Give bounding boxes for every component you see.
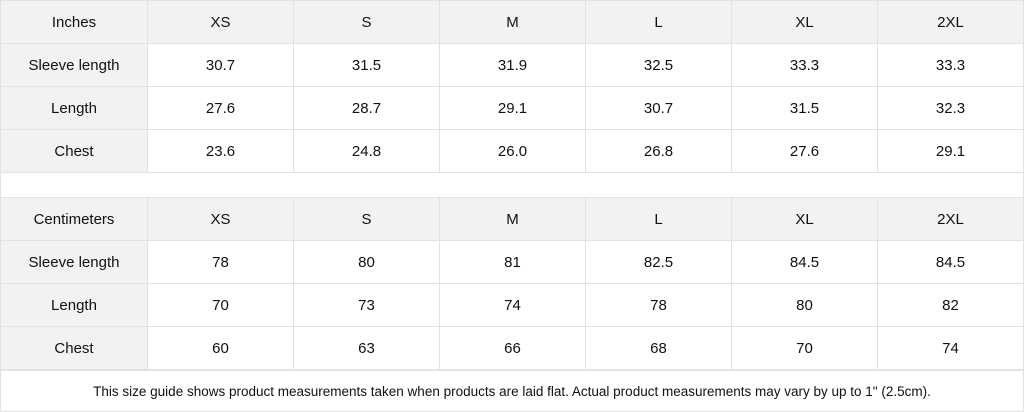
measurement-cell: 63 bbox=[293, 326, 440, 370]
measurement-cell: 74 bbox=[877, 326, 1024, 370]
measurement-cell: 26.8 bbox=[585, 129, 732, 173]
measurement-cell: 82.5 bbox=[585, 240, 732, 284]
measurement-cell: 78 bbox=[147, 240, 294, 284]
measurement-cell: 82 bbox=[877, 283, 1024, 327]
size-header: XS bbox=[147, 197, 294, 241]
row-label: Sleeve length bbox=[0, 43, 148, 87]
size-guide-note: This size guide shows product measuremen… bbox=[0, 370, 1024, 412]
measurement-cell: 70 bbox=[731, 326, 878, 370]
size-header: L bbox=[585, 197, 732, 241]
measurement-cell: 60 bbox=[147, 326, 294, 370]
table-row: Length 27.6 28.7 29.1 30.7 31.5 32.3 bbox=[0, 86, 1024, 130]
size-header: S bbox=[293, 197, 440, 241]
measurement-cell: 29.1 bbox=[439, 86, 586, 130]
measurement-cell: 23.6 bbox=[147, 129, 294, 173]
unit-header: Inches bbox=[0, 0, 148, 44]
measurement-cell: 81 bbox=[439, 240, 586, 284]
size-header: M bbox=[439, 0, 586, 44]
measurement-cell: 80 bbox=[731, 283, 878, 327]
size-header: M bbox=[439, 197, 586, 241]
measurement-cell: 80 bbox=[293, 240, 440, 284]
row-label: Sleeve length bbox=[0, 240, 148, 284]
row-label: Chest bbox=[0, 326, 148, 370]
measurement-cell: 31.9 bbox=[439, 43, 586, 87]
table-row: Chest 23.6 24.8 26.0 26.8 27.6 29.1 bbox=[0, 129, 1024, 173]
measurement-cell: 27.6 bbox=[147, 86, 294, 130]
measurement-cell: 31.5 bbox=[731, 86, 878, 130]
measurement-cell: 24.8 bbox=[293, 129, 440, 173]
row-label: Chest bbox=[0, 129, 148, 173]
measurement-cell: 68 bbox=[585, 326, 732, 370]
size-header: S bbox=[293, 0, 440, 44]
table-row: Sleeve length 78 80 81 82.5 84.5 84.5 bbox=[0, 240, 1024, 284]
measurement-cell: 31.5 bbox=[293, 43, 440, 87]
size-header: 2XL bbox=[877, 197, 1024, 241]
measurement-cell: 74 bbox=[439, 283, 586, 327]
table-row: Sleeve length 30.7 31.5 31.9 32.5 33.3 33.3 bbox=[0, 43, 1024, 87]
size-header: XL bbox=[731, 197, 878, 241]
size-header: XS bbox=[147, 0, 294, 44]
measurement-cell: 84.5 bbox=[877, 240, 1024, 284]
measurement-cell: 33.3 bbox=[877, 43, 1024, 87]
measurement-cell: 30.7 bbox=[585, 86, 732, 130]
table-row: Chest 60 63 66 68 70 74 bbox=[0, 326, 1024, 370]
measurement-cell: 27.6 bbox=[731, 129, 878, 173]
size-header: XL bbox=[731, 0, 878, 44]
measurement-cell: 28.7 bbox=[293, 86, 440, 130]
centimeters-table: Centimeters XS S M L XL 2XL Sleeve length 78 80 81… bbox=[0, 197, 1024, 370]
measurement-cell: 30.7 bbox=[147, 43, 294, 87]
size-header: L bbox=[585, 0, 732, 44]
size-header: 2XL bbox=[877, 0, 1024, 44]
measurement-cell: 70 bbox=[147, 283, 294, 327]
header-row: Inches XS S M L XL 2XL bbox=[0, 0, 1024, 44]
measurement-cell: 32.5 bbox=[585, 43, 732, 87]
measurement-cell: 78 bbox=[585, 283, 732, 327]
measurement-cell: 29.1 bbox=[877, 129, 1024, 173]
unit-header: Centimeters bbox=[0, 197, 148, 241]
measurement-cell: 32.3 bbox=[877, 86, 1024, 130]
measurement-cell: 66 bbox=[439, 326, 586, 370]
table-spacer bbox=[0, 173, 1024, 197]
measurement-cell: 26.0 bbox=[439, 129, 586, 173]
measurement-cell: 84.5 bbox=[731, 240, 878, 284]
inches-table: Inches XS S M L XL 2XL Sleeve length 30.7 31.5 31.… bbox=[0, 0, 1024, 173]
measurement-cell: 33.3 bbox=[731, 43, 878, 87]
header-row: Centimeters XS S M L XL 2XL bbox=[0, 197, 1024, 241]
row-label: Length bbox=[0, 283, 148, 327]
measurement-cell: 73 bbox=[293, 283, 440, 327]
table-row: Length 70 73 74 78 80 82 bbox=[0, 283, 1024, 327]
row-label: Length bbox=[0, 86, 148, 130]
